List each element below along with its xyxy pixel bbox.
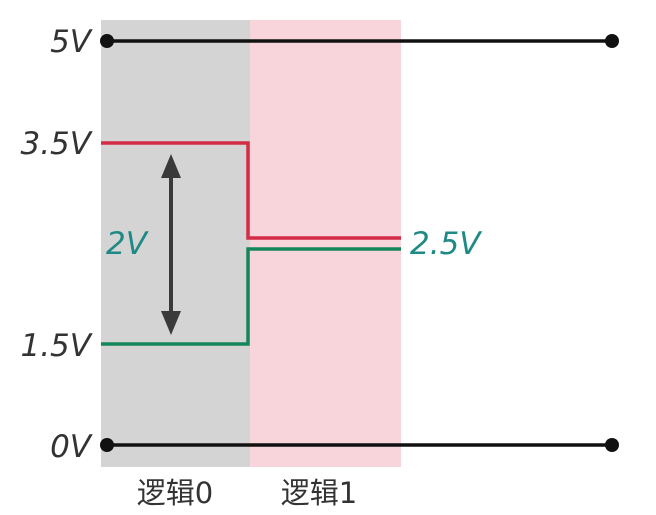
label-2-5v: 2.5V [410,226,483,262]
difference-arrow-head-down [161,311,181,335]
5v-rail-left-dot [100,34,114,48]
difference-arrow-head-up [161,154,181,178]
label-0v: 0V [50,429,94,465]
0v-rail-right-dot [605,438,619,452]
label-1-5v: 1.5V [20,328,93,364]
logic0-band [101,20,250,467]
5v-rail-right-dot [605,34,619,48]
high-signal-line [101,141,401,240]
label-2v-difference: 2V [106,226,150,262]
logic1-band [250,20,401,467]
label-3-5v: 3.5V [20,126,93,162]
0v-rail-left-dot [100,438,114,452]
label-logic0: 逻辑0 [137,476,213,510]
label-5v: 5V [50,24,94,60]
label-logic1: 逻辑1 [281,476,357,510]
low-signal-line [101,247,401,346]
